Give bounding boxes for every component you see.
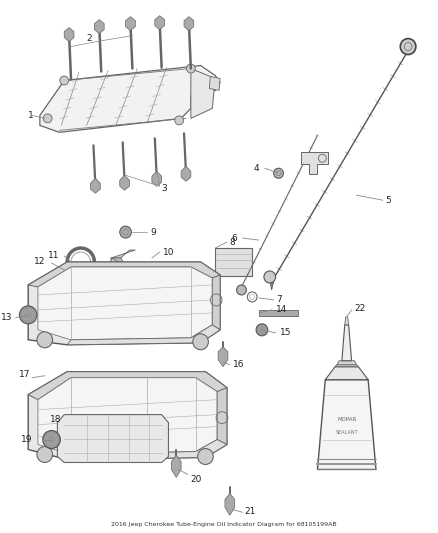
Text: 14: 14 — [276, 305, 287, 314]
Circle shape — [264, 271, 276, 283]
Polygon shape — [345, 317, 349, 325]
Text: 1: 1 — [28, 111, 34, 120]
Circle shape — [256, 324, 268, 336]
Text: 3: 3 — [162, 184, 167, 193]
Circle shape — [400, 38, 416, 54]
Polygon shape — [318, 379, 376, 470]
Polygon shape — [342, 325, 352, 361]
Text: 2016 Jeep Cherokee Tube-Engine Oil Indicator Diagram for 68105199AB: 2016 Jeep Cherokee Tube-Engine Oil Indic… — [111, 522, 337, 527]
Circle shape — [175, 116, 184, 125]
Polygon shape — [38, 378, 217, 455]
Polygon shape — [28, 372, 227, 459]
Text: MOPAR: MOPAR — [337, 417, 357, 422]
Text: 9: 9 — [150, 228, 155, 237]
Polygon shape — [38, 267, 212, 340]
Polygon shape — [155, 15, 165, 30]
Polygon shape — [28, 372, 227, 400]
Polygon shape — [111, 250, 135, 258]
Text: 10: 10 — [162, 247, 174, 256]
Circle shape — [60, 76, 69, 85]
Polygon shape — [181, 166, 191, 181]
Text: 18: 18 — [49, 415, 61, 424]
Circle shape — [37, 332, 53, 348]
Polygon shape — [171, 456, 181, 478]
Polygon shape — [301, 152, 328, 174]
Polygon shape — [212, 275, 220, 330]
Polygon shape — [217, 387, 227, 445]
Text: SEALANT: SEALANT — [336, 430, 358, 435]
Bar — [215, 248, 252, 276]
Text: 12: 12 — [34, 256, 46, 265]
Polygon shape — [67, 440, 227, 459]
Polygon shape — [111, 258, 145, 280]
Circle shape — [120, 226, 131, 238]
Text: 13: 13 — [1, 313, 13, 322]
Circle shape — [187, 64, 195, 73]
Polygon shape — [270, 282, 274, 290]
Polygon shape — [40, 66, 220, 132]
Polygon shape — [64, 28, 74, 42]
Polygon shape — [91, 178, 100, 193]
Text: 2: 2 — [87, 34, 92, 43]
Text: 6: 6 — [231, 233, 237, 243]
Circle shape — [198, 449, 213, 464]
Circle shape — [274, 168, 283, 178]
Polygon shape — [218, 347, 228, 367]
Text: 21: 21 — [244, 507, 256, 516]
Polygon shape — [325, 367, 368, 379]
Polygon shape — [184, 17, 194, 30]
Polygon shape — [335, 365, 358, 367]
Polygon shape — [191, 69, 215, 118]
Text: 16: 16 — [233, 360, 244, 369]
Polygon shape — [120, 175, 130, 190]
Polygon shape — [209, 77, 220, 91]
Text: 17: 17 — [19, 370, 30, 379]
Polygon shape — [126, 17, 135, 30]
Polygon shape — [28, 262, 220, 287]
Text: 15: 15 — [279, 328, 291, 337]
Text: 20: 20 — [191, 475, 202, 484]
Circle shape — [37, 447, 53, 463]
Text: 7: 7 — [276, 295, 283, 304]
Polygon shape — [95, 20, 104, 34]
Polygon shape — [337, 361, 357, 365]
Text: 8: 8 — [230, 238, 236, 247]
Text: 19: 19 — [21, 435, 32, 444]
Circle shape — [19, 306, 37, 324]
Circle shape — [193, 334, 208, 350]
Text: 11: 11 — [48, 251, 60, 260]
Polygon shape — [259, 310, 298, 316]
Text: 4: 4 — [254, 164, 259, 173]
Polygon shape — [67, 325, 220, 345]
Circle shape — [43, 431, 60, 449]
Polygon shape — [28, 262, 220, 345]
Polygon shape — [152, 171, 162, 186]
Polygon shape — [225, 494, 235, 515]
Polygon shape — [57, 415, 169, 463]
Text: 22: 22 — [354, 304, 366, 313]
Circle shape — [237, 285, 247, 295]
Polygon shape — [111, 258, 135, 270]
Circle shape — [43, 114, 52, 123]
Text: 5: 5 — [386, 196, 392, 205]
